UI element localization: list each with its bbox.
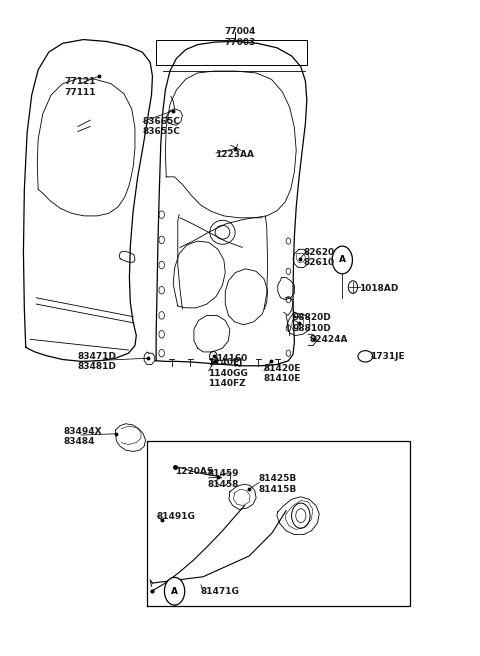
- Text: 82620
82610: 82620 82610: [303, 248, 335, 267]
- Circle shape: [332, 246, 352, 274]
- Text: A: A: [171, 586, 178, 596]
- Text: 83471D
83481D: 83471D 83481D: [78, 352, 117, 371]
- Text: A: A: [339, 255, 346, 264]
- Circle shape: [165, 577, 185, 605]
- Text: 81491G: 81491G: [156, 512, 195, 522]
- Text: 83494X
83484: 83494X 83484: [64, 426, 103, 446]
- Text: 1223AA: 1223AA: [215, 150, 253, 159]
- Text: 1731JE: 1731JE: [370, 352, 405, 361]
- Text: 83665C
83655C: 83665C 83655C: [142, 117, 180, 136]
- Text: 1220AS: 1220AS: [175, 467, 213, 476]
- Text: 77121
77111: 77121 77111: [64, 77, 96, 96]
- Text: 1018AD: 1018AD: [359, 284, 398, 293]
- Text: 81420E
81410E: 81420E 81410E: [263, 363, 300, 383]
- Text: 81425B
81415B: 81425B 81415B: [258, 474, 297, 494]
- Text: 81471G: 81471G: [201, 586, 240, 596]
- Text: 77004
77003: 77004 77003: [224, 28, 256, 47]
- Text: 14160: 14160: [216, 354, 247, 363]
- Text: 98820D
98810D: 98820D 98810D: [293, 314, 332, 333]
- Text: 81459
81458: 81459 81458: [208, 470, 239, 489]
- Text: 1140EJ
1140GG
1140FZ: 1140EJ 1140GG 1140FZ: [208, 358, 248, 388]
- Text: 82424A: 82424A: [309, 335, 348, 344]
